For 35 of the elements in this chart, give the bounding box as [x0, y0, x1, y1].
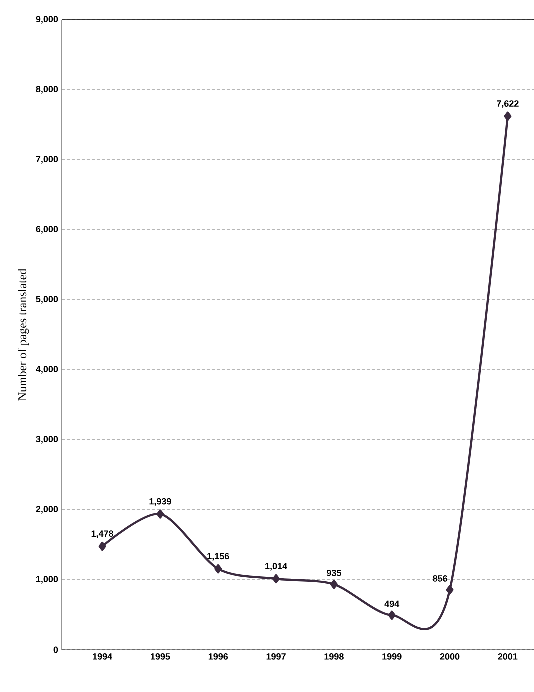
y-tick-label: 0 [54, 646, 58, 654]
data-label: 494 [384, 600, 400, 608]
point [330, 580, 338, 590]
data-label: 7,622 [497, 100, 519, 108]
x-tick-label: 2001 [498, 654, 518, 660]
point [156, 510, 164, 519]
x-tick-label: 1998 [324, 654, 344, 660]
x-tick-label: 1999 [382, 654, 402, 660]
data-label: 1,014 [266, 563, 288, 571]
data-label: 1,156 [208, 553, 230, 561]
y-axis-title: Number of pages translated [18, 268, 30, 401]
data-label: 856 [433, 575, 448, 582]
point [446, 585, 454, 595]
x-tick-label: 1996 [208, 654, 228, 660]
y-tick-label: 9,000 [36, 16, 58, 24]
point [98, 542, 106, 552]
y-tick-label: 5,000 [36, 296, 58, 304]
y-tick-label: 4,000 [36, 366, 58, 374]
point [214, 564, 222, 574]
y-tick-label: 2,000 [36, 506, 58, 514]
x-tick-label: 1994 [93, 654, 112, 660]
x-tick-label: 1995 [151, 654, 170, 660]
y-tick-label: 1,000 [36, 576, 58, 584]
data-label: 1,939 [150, 498, 172, 506]
point [504, 112, 512, 122]
y-tick-label: 3,000 [36, 436, 58, 444]
x-tick-label: 1997 [266, 654, 286, 660]
x-tick-label: 2000 [440, 654, 460, 660]
point [272, 574, 280, 584]
y-tick-label: 6,000 [36, 226, 58, 234]
data-label: 1,478 [92, 530, 114, 538]
data-label: 935 [327, 570, 342, 576]
y-tick-label: 7,000 [36, 156, 58, 164]
point [388, 610, 396, 620]
y-tick-label: 8,000 [36, 86, 58, 94]
